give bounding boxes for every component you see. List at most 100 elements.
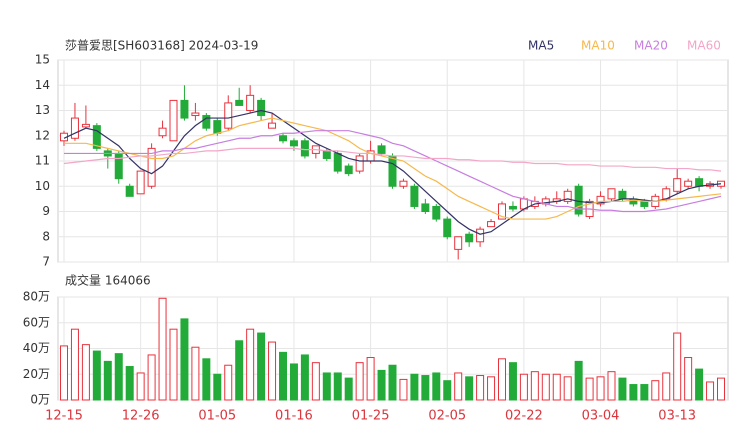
candle-body xyxy=(136,170,145,195)
volume-bar xyxy=(662,372,671,401)
volume-bar xyxy=(673,332,682,401)
x-tick-label: 01-05 xyxy=(198,409,236,424)
y-tick-label: 14 xyxy=(35,78,50,92)
candle-body xyxy=(279,135,287,142)
candle-body xyxy=(388,155,397,187)
y-tick-label: 0万 xyxy=(30,393,50,407)
volume-bar xyxy=(92,350,101,401)
legend-label: MA5 xyxy=(528,39,554,53)
candle-body xyxy=(563,190,572,202)
volume-bar xyxy=(322,372,331,401)
volume-bar xyxy=(585,377,594,401)
volume-bar xyxy=(684,357,693,401)
candle-body xyxy=(684,180,693,187)
candle-body xyxy=(487,221,496,228)
ma-line xyxy=(64,117,722,220)
volume-bar xyxy=(388,364,397,401)
volume-bar xyxy=(706,381,715,401)
candle-body xyxy=(158,127,167,137)
volume-bar xyxy=(180,318,189,401)
y-tick-label: 13 xyxy=(35,103,50,117)
legend-label: MA10 xyxy=(581,39,615,53)
candle-body xyxy=(673,178,682,192)
candle-body xyxy=(640,200,649,207)
candle-body xyxy=(476,228,485,243)
candle-body xyxy=(421,203,430,213)
volume-bar xyxy=(300,354,309,401)
volume-bar xyxy=(498,358,506,401)
candle-body xyxy=(213,120,222,134)
candle-body xyxy=(169,99,178,142)
volume-bar xyxy=(421,375,430,401)
volume-bar xyxy=(607,371,616,401)
ma-line xyxy=(64,130,722,213)
volume-bar xyxy=(81,344,90,401)
y-tick-label: 80万 xyxy=(23,290,50,304)
volume-title: 成交量 164066 xyxy=(65,273,151,288)
candle-body xyxy=(202,115,211,129)
candle-body xyxy=(180,99,189,119)
candle-body xyxy=(268,122,277,129)
candle-body xyxy=(70,117,79,139)
volume-bar xyxy=(717,377,725,401)
volume-bar xyxy=(695,368,704,401)
chart-title: 莎普爱思[SH603168] 2024-03-19 xyxy=(65,39,258,53)
candle-body xyxy=(443,218,452,238)
volume-bar xyxy=(410,373,419,401)
x-tick-label: 12-26 xyxy=(122,409,160,424)
x-tick-label: 03-04 xyxy=(582,409,620,424)
x-tick-label: 03-13 xyxy=(658,409,696,424)
candle-body xyxy=(81,123,90,128)
volume-bar xyxy=(344,377,353,401)
volume-bar xyxy=(541,373,550,401)
volume-bar xyxy=(476,375,485,401)
volume-bar xyxy=(443,380,452,401)
y-tick-label: 15 xyxy=(35,53,50,67)
volume-bar xyxy=(530,371,539,401)
y-tick-label: 12 xyxy=(35,128,50,142)
volume-bar xyxy=(246,328,255,401)
volume-bar xyxy=(618,377,627,401)
x-tick-label: 01-25 xyxy=(352,409,390,424)
candle-body xyxy=(289,140,298,147)
candle-body xyxy=(695,178,704,187)
volume-bar xyxy=(147,354,156,401)
legend-label: MA20 xyxy=(634,39,668,53)
candle-body xyxy=(235,99,244,106)
volume-bar xyxy=(596,376,605,401)
volume-bar xyxy=(235,340,244,401)
candle-body xyxy=(333,152,342,172)
candle-body xyxy=(92,125,101,149)
x-tick-label: 01-16 xyxy=(275,409,313,424)
volume-bar xyxy=(640,384,649,401)
volume-bar xyxy=(202,358,211,401)
volume-bar xyxy=(70,328,79,401)
volume-bar xyxy=(432,372,441,401)
volume-bar xyxy=(651,380,660,401)
volume-bar xyxy=(169,328,178,401)
volume-bar xyxy=(311,362,320,401)
volume-bar xyxy=(279,351,287,401)
volume-bar xyxy=(563,376,572,401)
legend-label: MA60 xyxy=(687,39,721,53)
candle-body xyxy=(410,185,419,207)
x-tick-label: 02-05 xyxy=(428,409,466,424)
y-tick-label: 7 xyxy=(42,255,50,269)
volume-bar xyxy=(508,362,517,401)
volume-bar xyxy=(125,366,134,401)
volume-bar xyxy=(289,363,298,401)
volume-bar xyxy=(257,332,266,401)
volume-bar xyxy=(454,372,463,401)
volume-bar xyxy=(355,362,364,401)
volume-bar xyxy=(158,297,167,401)
candle-body xyxy=(344,165,353,175)
volume-bar xyxy=(366,357,375,401)
candle-body xyxy=(465,233,474,243)
volume-bar xyxy=(268,341,277,401)
candle-body xyxy=(300,140,309,157)
candle-body xyxy=(432,205,441,220)
candle-body xyxy=(508,205,517,210)
volume-bar xyxy=(213,373,222,401)
volume-bar xyxy=(60,345,68,401)
